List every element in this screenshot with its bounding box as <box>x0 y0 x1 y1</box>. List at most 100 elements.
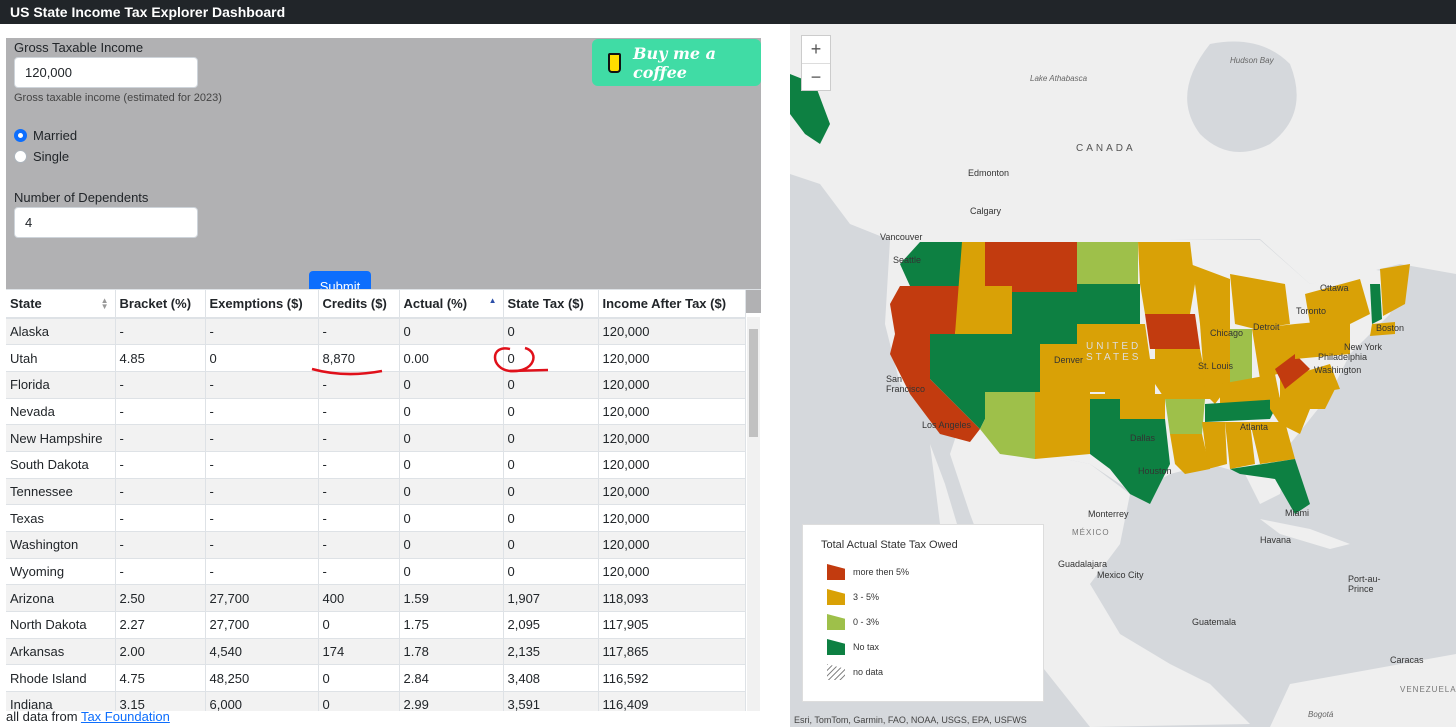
table-cell: - <box>318 504 400 532</box>
map-label-havana: Havana <box>1260 535 1292 545</box>
table-cell: 0 <box>503 344 599 372</box>
table-cell: 2.00 <box>115 638 206 666</box>
state-mississippi[interactable] <box>1202 422 1227 469</box>
table-cell: 0 <box>503 558 599 586</box>
column-header-actual[interactable]: Actual (%) ▲ <box>399 290 504 319</box>
table-cell: 120,000 <box>598 371 746 399</box>
single-radio[interactable]: Single <box>14 149 69 164</box>
legend-title: Total Actual State Tax Owed <box>821 539 958 551</box>
state-arkansas[interactable] <box>1165 399 1205 434</box>
state-louisiana[interactable] <box>1170 434 1210 474</box>
married-radio[interactable]: Married <box>14 128 77 143</box>
map-label-dallas: Dallas <box>1130 433 1156 443</box>
state-oklahoma[interactable] <box>1090 394 1165 419</box>
state-nevada[interactable] <box>930 334 985 429</box>
state-colorado[interactable] <box>1040 344 1105 392</box>
state-washington[interactable] <box>900 242 962 286</box>
table-cell: - <box>115 558 206 586</box>
column-header-state[interactable]: State ▲ ▼ <box>6 290 116 319</box>
table-row[interactable]: Indiana 3.15 6,000 0 2.99 3,591 116,409 <box>6 691 746 711</box>
legend-label-mid: 3 - 5% <box>853 592 880 602</box>
table-row[interactable]: Arkansas 2.00 4,540 174 1.78 2,135 117,865 <box>6 638 746 666</box>
state-minnesota[interactable] <box>1138 242 1195 314</box>
state-new-york[interactable] <box>1305 279 1370 324</box>
alaska-panhandle-state[interactable] <box>790 74 830 144</box>
state-maine[interactable] <box>1380 264 1410 316</box>
state-kansas[interactable] <box>1105 359 1155 394</box>
table-row[interactable]: Nevada - - -0 0 120,000 <box>6 398 746 426</box>
table-row[interactable]: New Hampshire - - -0 0 120,000 <box>6 424 746 452</box>
table-row[interactable]: Rhode Island 4.75 48,250 0 2.84 3,408 116,592 <box>6 664 746 693</box>
table-cell: - <box>318 424 400 452</box>
state-virginia[interactable] <box>1280 364 1340 399</box>
table-row[interactable]: Wyoming - - -0 0 120,000 <box>6 558 746 586</box>
column-header-credits[interactable]: Credits ($) <box>318 290 400 319</box>
table-row[interactable]: Florida - - -0 0 120,000 <box>6 371 746 399</box>
state-texas[interactable] <box>1090 399 1170 504</box>
legend-swatch-mid <box>827 589 845 605</box>
table-row[interactable]: South Dakota - - -0 0 120,000 <box>6 451 746 479</box>
table-scrollbar[interactable] <box>747 317 760 711</box>
state-south-carolina[interactable] <box>1270 409 1310 434</box>
zoom-out-button[interactable]: − <box>810 67 822 87</box>
buy-me-a-coffee-button[interactable]: Buy me a coffee <box>592 39 761 86</box>
table-cell: 120,000 <box>598 424 746 452</box>
table-row[interactable]: Alaska - - -0 0 120,000 <box>6 318 746 346</box>
state-iowa[interactable] <box>1145 314 1200 349</box>
married-radio-dot[interactable] <box>14 129 27 142</box>
state-arizona[interactable] <box>980 392 1035 459</box>
table-row[interactable]: North Dakota 2.27 27,700 0 1.75 2,095 117,905 <box>6 611 746 639</box>
tax-map[interactable]: + − CANADA Hudson Bay Lake Athabasca Edm… <box>790 24 1456 727</box>
table-row[interactable]: Tennessee - - -0 0 120,000 <box>6 478 746 506</box>
column-header-state-tax[interactable]: State Tax ($) <box>503 290 599 319</box>
column-header-bracket[interactable]: Bracket (%) <box>115 290 206 319</box>
zoom-in-button[interactable]: + <box>810 39 822 59</box>
legend-swatch-low <box>827 614 845 630</box>
state-utah[interactable] <box>985 334 1040 392</box>
state-montana[interactable] <box>985 242 1077 292</box>
state-oregon[interactable] <box>890 286 962 334</box>
state-indiana[interactable] <box>1230 329 1252 384</box>
state-new-hampshire[interactable] <box>1370 284 1382 324</box>
state-georgia[interactable] <box>1250 422 1295 464</box>
table-row[interactable]: Arizona 2.50 27,700 400 1.59 1,907 118,093 <box>6 584 746 613</box>
state-michigan[interactable] <box>1230 274 1290 329</box>
state-north-carolina[interactable] <box>1270 389 1335 409</box>
map-label-lake-athabasca: Lake Athabasca <box>1030 74 1088 83</box>
state-north-dakota[interactable] <box>1077 242 1138 284</box>
table-row[interactable]: Washington - - -0 0 120,000 <box>6 531 746 559</box>
state-nebraska[interactable] <box>1077 324 1150 359</box>
state-alabama[interactable] <box>1225 422 1255 469</box>
table-scrollbar-thumb[interactable] <box>749 329 758 437</box>
dependents-input[interactable] <box>14 207 198 238</box>
state-west-virginia[interactable] <box>1275 354 1310 389</box>
state-wisconsin[interactable] <box>1190 264 1230 324</box>
table-cell: 0.00 <box>399 344 504 372</box>
map-legend: Total Actual State Tax Owed more then 5%… <box>802 524 1044 702</box>
state-california[interactable] <box>890 334 980 442</box>
map-zoom-control: + − <box>801 35 831 91</box>
table-row[interactable]: Texas - - -0 0 120,000 <box>6 504 746 532</box>
single-radio-dot[interactable] <box>14 150 27 163</box>
table-cell: 4.75 <box>115 664 206 693</box>
state-massachusetts[interactable] <box>1370 322 1395 336</box>
state-new-mexico[interactable] <box>1035 392 1090 459</box>
tax-results-table-container[interactable]: State ▲ ▼ Bracket (%) Exemptions ($) Credi… <box>6 289 761 711</box>
table-cell: 4.85 <box>115 344 206 372</box>
state-idaho[interactable] <box>955 242 1012 334</box>
column-header-exemptions[interactable]: Exemptions ($) <box>205 290 319 319</box>
income-input[interactable] <box>14 57 198 88</box>
state-missouri[interactable] <box>1155 349 1210 399</box>
tax-foundation-link[interactable]: Tax Foundation <box>80 709 170 724</box>
state-tennessee[interactable] <box>1205 399 1280 422</box>
table-cell: 0 <box>503 478 599 506</box>
state-florida[interactable] <box>1230 459 1310 514</box>
state-kentucky[interactable] <box>1220 374 1280 404</box>
state-wyoming[interactable] <box>1012 292 1077 344</box>
footer-prefix: all data from <box>6 709 78 724</box>
state-south-dakota[interactable] <box>1077 284 1140 324</box>
column-header-income-after-tax[interactable]: Income After Tax ($) <box>598 290 746 319</box>
coffee-cup-icon <box>608 52 621 73</box>
state-pennsylvania[interactable] <box>1295 319 1350 359</box>
table-row[interactable]: Utah 4.85 0 8,870 0.00 0 120,000 <box>6 344 746 372</box>
